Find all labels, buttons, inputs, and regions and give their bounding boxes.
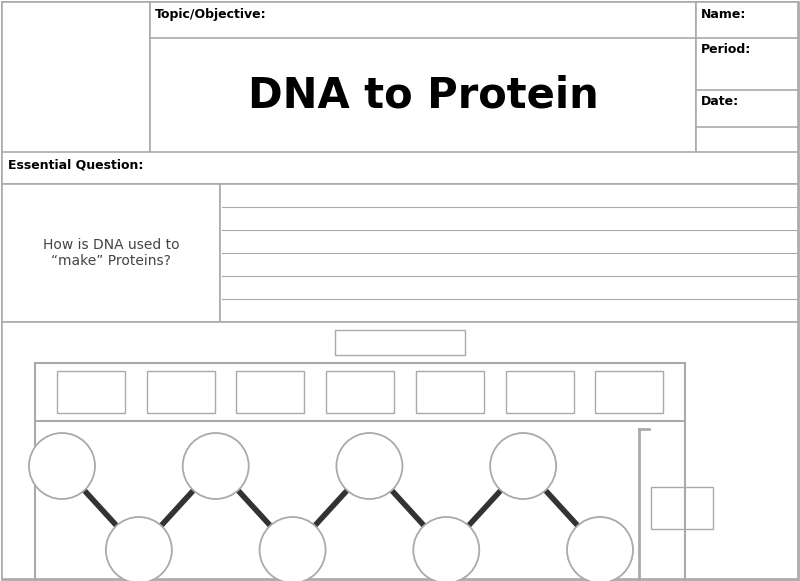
Bar (335, 330, 465, 355)
Bar (416, 371, 484, 413)
Bar (2, 2, 150, 154)
Bar (2, 184, 220, 322)
Ellipse shape (567, 517, 633, 581)
Bar (236, 371, 304, 413)
Bar (696, 2, 798, 154)
Ellipse shape (490, 433, 556, 499)
Text: DNA to Protein: DNA to Protein (248, 74, 598, 116)
Bar (57, 371, 125, 413)
Bar (326, 371, 394, 413)
Text: Date:: Date: (701, 95, 739, 108)
Ellipse shape (106, 517, 172, 581)
Ellipse shape (414, 517, 479, 581)
Text: Essential Question:: Essential Question: (8, 158, 143, 171)
Ellipse shape (337, 433, 402, 499)
Bar (651, 487, 713, 529)
Ellipse shape (182, 433, 249, 499)
Ellipse shape (29, 433, 95, 499)
Ellipse shape (259, 517, 326, 581)
Text: Period:: Period: (701, 43, 751, 56)
Bar (146, 371, 214, 413)
Text: Name:: Name: (701, 8, 746, 21)
Bar (2, 152, 798, 184)
Text: How is DNA used to
“make” Proteins?: How is DNA used to “make” Proteins? (42, 238, 179, 268)
Bar (595, 371, 663, 413)
Bar (220, 184, 798, 322)
Bar (2, 322, 798, 579)
Bar (506, 371, 574, 413)
Bar (35, 363, 685, 421)
Text: Topic/Objective:: Topic/Objective: (155, 8, 266, 21)
Bar (150, 2, 696, 154)
